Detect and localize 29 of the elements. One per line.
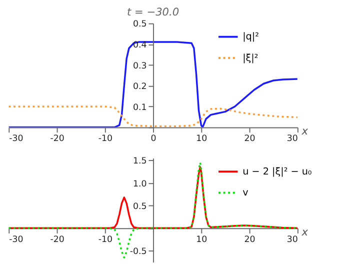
chart-title: t = −30.0 (126, 6, 180, 19)
x-tick-label: 10 (196, 134, 208, 144)
y-tick-label: 0.2 (133, 82, 147, 92)
y-tick-label: 0.1 (133, 102, 147, 113)
x-tick-label: -10 (98, 235, 112, 246)
y-tick-label: 0.5 (133, 202, 147, 212)
y-tick-label: 1.5 (133, 156, 147, 167)
x-axis-title: x (300, 126, 309, 138)
x-tick-label: 30 (286, 235, 298, 246)
y-tick-label: -0.5 (130, 247, 147, 258)
x-tick-label: 30 (286, 134, 298, 144)
x-tick-label: -10 (98, 134, 112, 144)
legend-label: v (242, 188, 249, 199)
y-tick-label: 0.3 (133, 61, 147, 72)
x-tick-label: 20 (244, 235, 256, 246)
y-tick-label: 1.0 (133, 179, 147, 190)
x-tick-label: -30 (9, 134, 24, 144)
x-tick-label: -20 (50, 235, 64, 246)
y-tick-label: 0.4 (133, 40, 148, 50)
x-tick-label: 0 (150, 134, 156, 144)
x-tick-label: 20 (244, 134, 256, 144)
x-tick-label: -30 (9, 235, 24, 246)
legend-label: u − 2 |ξ|² − u₀ (242, 166, 312, 178)
y-tick-label: 0.5 (133, 20, 147, 30)
legend-label: |q|² (242, 32, 260, 43)
x-tick-label: 10 (196, 235, 208, 246)
x-tick-label: -20 (50, 134, 64, 144)
x-axis-title: x (300, 226, 309, 238)
legend-label: |ξ|² (242, 52, 258, 64)
